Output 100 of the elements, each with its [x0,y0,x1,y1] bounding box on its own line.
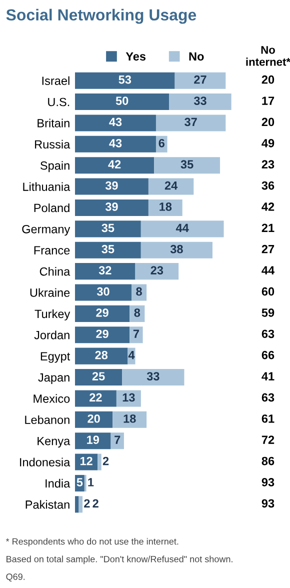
data-label: 18 [124,414,136,423]
bar [75,390,116,407]
y-tick-label: France [34,246,70,255]
data-label: 24 [164,181,178,190]
data-label: 44 [176,224,189,232]
text: 63 [262,330,274,338]
data-label: 35 [180,160,194,169]
text: 42 [262,202,274,211]
text: 44 [262,266,275,274]
data-label: 19 [87,436,100,444]
text: 86 [262,456,274,466]
bar [112,411,147,428]
text: 93 [262,478,274,486]
bar [75,326,130,344]
text: 20 [262,118,274,126]
data-label: 12 [80,456,92,466]
chart-title: Social Networking Usage [6,8,196,24]
text: 66 [262,350,274,360]
text: 17 [262,96,274,105]
text: 20 [262,75,274,84]
text: 59 [262,308,274,317]
y-tick-label: Spain [40,161,70,172]
data-label: 2 [102,456,109,466]
bar [75,94,170,110]
text: 27 [262,244,274,254]
bar [75,114,156,132]
bar [135,263,179,280]
legend-label: No [189,52,204,61]
y-tick-label: Lebanon [25,415,70,424]
data-label: 37 [184,118,197,126]
data-label: 23 [150,266,164,274]
y-tick-label: Pakistan [26,500,70,509]
text: 61 [262,414,274,423]
text: * Respondents who do not use the internet. [6,538,178,546]
bar [75,369,122,386]
data-label: 50 [116,96,128,105]
data-label: 8 [134,308,140,317]
data-label: 30 [96,287,110,296]
data-label: 38 [170,244,183,254]
text: Q69. [6,574,25,582]
y-tick-label: Germany [22,224,70,236]
y-tick-label: Israel [42,76,70,85]
bar [98,454,102,470]
y-tick-label: Jordan [34,330,70,340]
bar [130,326,143,344]
data-label: 33 [194,96,206,105]
data-label: 35 [102,244,114,254]
bar [148,199,182,216]
data-label: 35 [102,224,114,232]
bar [140,220,224,238]
y-tick-label: Russia [35,140,70,149]
text: 93 [262,499,274,508]
bar [75,496,79,513]
data-label: 22 [90,393,102,402]
bar [78,496,83,513]
data-label: 25 [92,372,105,380]
y-tick-label: India [46,478,70,488]
bar [169,94,232,110]
data-label: 43 [109,118,122,126]
y-tick-label: Britain [38,118,70,128]
data-label: 5 [76,478,83,486]
data-label: 29 [96,308,108,317]
data-label: 33 [146,372,160,380]
bar [122,369,184,386]
y-tick-label: Mexico [34,394,70,403]
bar [110,432,124,450]
data-label: 7 [114,436,120,444]
data-label: 13 [122,393,135,402]
y-tick-label: Ukraine [30,288,70,297]
data-label: 8 [136,287,142,296]
data-label: 53 [118,75,132,84]
bar [156,114,226,132]
data-label: 7 [133,330,139,338]
text: 63 [262,393,274,402]
bar [75,178,148,195]
y-tick-label: China [40,267,70,276]
bar [75,72,175,89]
bar [75,305,130,322]
y-tick-label: Kenya [38,436,70,448]
bar [75,284,132,301]
y-tick-label: Japan [38,373,70,384]
bar [75,242,141,258]
data-label: 32 [98,266,112,274]
data-label: 18 [160,202,172,211]
data-label: 39 [105,202,118,211]
data-label: 6 [158,138,164,148]
bar [154,157,220,174]
text: 36 [262,181,274,190]
text: 21 [262,224,274,232]
bar [75,411,113,428]
bar [75,432,111,450]
text: 60 [262,287,274,296]
y-tick-label: Poland [34,203,70,212]
data-label: 29 [96,330,108,338]
y-tick-label: Egypt [40,352,70,363]
legend-label: Yes [126,52,146,61]
bar [148,178,194,195]
y-tick-label: Turkey [34,309,70,320]
y-tick-label: U.S. [48,98,70,106]
data-label: 43 [109,138,122,148]
